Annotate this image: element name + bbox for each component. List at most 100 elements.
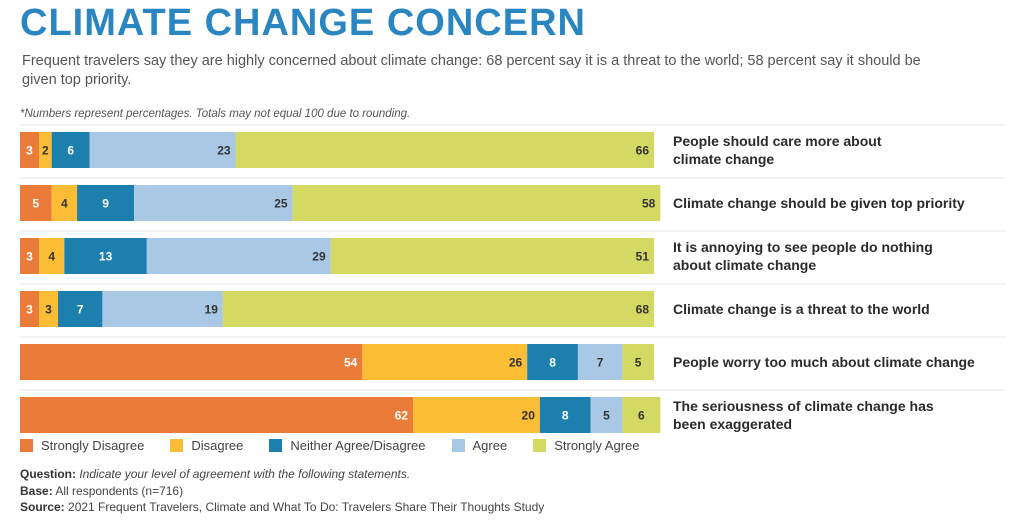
- data-label-strongly-agree-row-2: 58: [642, 197, 656, 211]
- bar-disagree-row-4: [39, 291, 59, 327]
- bar-agree-row-4: [102, 291, 223, 327]
- bar-disagree-row-6: [413, 397, 540, 433]
- data-label-strongly-agree-row-6: 6: [638, 409, 645, 423]
- bar-neither-agree-disagree-row-3: [64, 238, 147, 274]
- data-label-neither-agree-disagree-row-6: 8: [562, 409, 569, 423]
- category-label-row-3: It is annoying to see people do nothing a…: [673, 239, 933, 273]
- data-label-agree-row-1: 23: [217, 144, 231, 158]
- data-label-strongly-disagree-row-1: 3: [26, 144, 33, 158]
- data-label-disagree-row-5: 26: [509, 356, 523, 370]
- legend-item-strongly-disagree: Strongly Disagree: [20, 438, 144, 453]
- footer-question: Question: Indicate your level of agreeme…: [20, 466, 544, 483]
- bar-disagree-row-1: [39, 132, 52, 168]
- legend-swatch-agree: [451, 439, 465, 452]
- category-label-line: about climate change: [673, 257, 816, 273]
- bar-agree-row-3: [146, 238, 331, 274]
- chart-subtitle: Frequent travelers say they are highly c…: [22, 53, 921, 88]
- category-label-line: been exaggerated: [673, 416, 792, 432]
- category-label-row-6: The seriousness of climate change has bee…: [673, 398, 934, 432]
- bar-neither-agree-disagree-row-2: [77, 185, 135, 221]
- bar-agree-row-1: [89, 132, 236, 168]
- footer-base: Base: All respondents (n=716): [20, 483, 544, 500]
- footer-base-label: Base:: [20, 483, 53, 498]
- footer-source: Source: 2021 Frequent Travelers, Climate…: [20, 499, 544, 516]
- bar-neither-agree-disagree-row-6: [539, 397, 591, 433]
- data-label-neither-agree-disagree-row-3: 13: [99, 250, 113, 264]
- data-label-agree-row-5: 7: [597, 356, 604, 370]
- data-label-strongly-agree-row-3: 51: [636, 250, 650, 264]
- data-label-agree-row-4: 19: [205, 303, 219, 317]
- data-label-strongly-disagree-row-5: 54: [344, 356, 358, 370]
- bar-strongly-agree-row-4: [222, 291, 654, 327]
- category-label-line: The seriousness of climate change has: [673, 398, 934, 414]
- bar-neither-agree-disagree-row-5: [527, 344, 578, 380]
- legend-item-strongly-agree: Strongly Agree: [533, 438, 639, 453]
- data-label-disagree-row-4: 3: [45, 303, 52, 317]
- category-labels: People should care more about climate cha…: [673, 133, 975, 432]
- legend-item-disagree: Disagree: [170, 438, 243, 453]
- category-label-line: climate change: [673, 151, 774, 167]
- bar-disagree-row-5: [362, 344, 528, 380]
- legend-swatch-disagree: [170, 439, 184, 452]
- data-label-disagree-row-6: 20: [522, 409, 536, 423]
- data-label-neither-agree-disagree-row-2: 9: [102, 197, 109, 211]
- data-label-agree-row-3: 29: [312, 250, 326, 264]
- bar-strongly-disagree-row-4: [20, 291, 40, 327]
- data-label-strongly-agree-row-4: 68: [636, 303, 650, 317]
- legend-swatch-strongly-agree: [533, 439, 547, 452]
- bar-neither-agree-disagree-row-1: [51, 132, 90, 168]
- data-label-strongly-agree-row-1: 66: [636, 144, 650, 158]
- bar-neither-agree-disagree-row-4: [58, 291, 103, 327]
- legend-swatch-neither: [269, 439, 283, 452]
- bar-strongly-disagree-row-3: [20, 238, 40, 274]
- chart-footer: Question: Indicate your level of agreeme…: [20, 466, 544, 516]
- bar-disagree-row-2: [51, 185, 78, 221]
- category-label-row-5: People worry too much about climate chan…: [673, 354, 975, 370]
- bar-strongly-disagree-row-2: [20, 185, 52, 221]
- data-label-disagree-row-2: 4: [61, 197, 68, 211]
- category-label-row-2: Climate change should be given top prior…: [673, 195, 965, 211]
- legend-item-neither: Neither Agree/Disagree: [269, 438, 426, 453]
- legend-label-agree: Agree: [472, 438, 508, 453]
- data-label-neither-agree-disagree-row-1: 6: [67, 144, 74, 158]
- bar-strongly-disagree-row-5: [20, 344, 363, 380]
- data-label-strongly-disagree-row-3: 3: [26, 250, 33, 264]
- data-label-agree-row-2: 25: [274, 197, 288, 211]
- bar-agree-row-6: [590, 397, 623, 433]
- bar-strongly-agree-row-2: [292, 185, 661, 221]
- data-label-strongly-agree-row-5: 5: [635, 356, 642, 370]
- legend-label-disagree: Disagree: [191, 438, 244, 453]
- footer-base-text: All respondents (n=716): [55, 483, 184, 498]
- data-label-neither-agree-disagree-row-4: 7: [77, 303, 84, 317]
- data-label-strongly-disagree-row-6: 62: [395, 409, 409, 423]
- legend: Strongly Disagree Disagree Neither Agree…: [20, 438, 639, 453]
- bar-strongly-agree-row-6: [622, 397, 661, 433]
- footer-source-text: 2021 Frequent Travelers, Climate and Wha…: [68, 500, 545, 514]
- bar-strongly-agree-row-3: [330, 238, 654, 274]
- bar-strongly-disagree-row-1: [20, 132, 40, 168]
- category-label-row-1: People should care more about climate cha…: [673, 133, 882, 167]
- data-label-disagree-row-1: 2: [42, 144, 49, 158]
- footer-question-label: Question:: [20, 467, 76, 481]
- bar-agree-row-5: [577, 344, 623, 380]
- legend-label-neither: Neither Agree/Disagree: [290, 438, 426, 453]
- row-gridlines: [20, 124, 1005, 391]
- bar-agree-row-2: [134, 185, 293, 221]
- bar-disagree-row-3: [39, 238, 65, 274]
- bar-strongly-agree-row-1: [235, 132, 654, 168]
- data-label-disagree-row-3: 4: [48, 250, 55, 264]
- chart-title: CLIMATE CHANGE CONCERN: [20, 2, 586, 44]
- legend-item-agree: Agree: [451, 438, 508, 453]
- category-label-line: Climate change should be given top prior…: [673, 195, 965, 211]
- chart-note: *Numbers represent percentages. Totals m…: [20, 108, 411, 120]
- footer-source-label: Source:: [20, 500, 65, 514]
- category-label-row-4: Climate change is a threat to the world: [673, 301, 930, 317]
- footer-question-text: Indicate your level of agreement with th…: [79, 467, 411, 481]
- data-label-strongly-disagree-row-4: 3: [26, 303, 33, 317]
- bar-strongly-disagree-row-6: [20, 397, 414, 433]
- category-label-line: Climate change is a threat to the world: [673, 301, 930, 317]
- category-label-line: It is annoying to see people do nothing: [673, 239, 933, 255]
- category-label-line: People should care more about: [673, 133, 882, 149]
